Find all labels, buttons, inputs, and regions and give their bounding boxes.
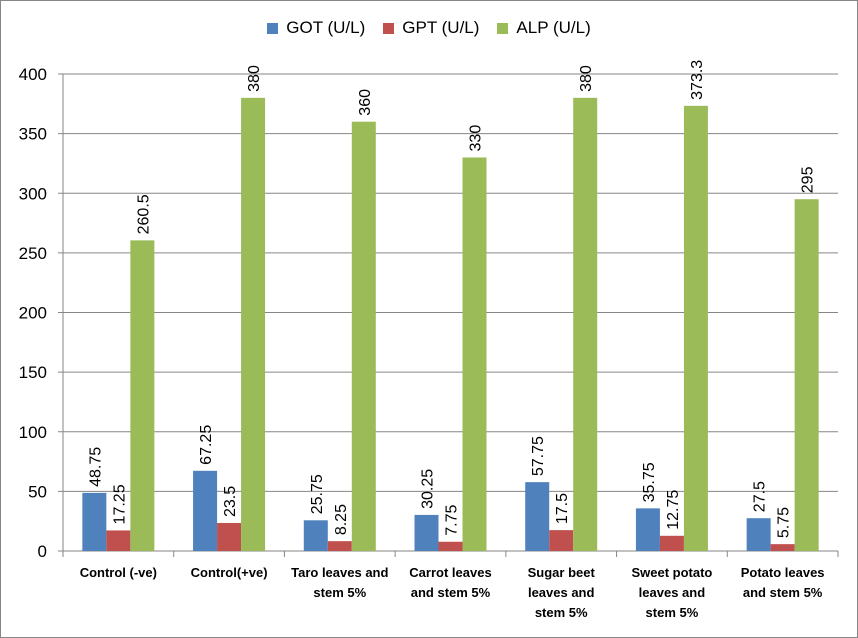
x-tick-label: Carrot leaves	[409, 565, 491, 580]
y-tick-label: 50	[28, 482, 47, 501]
legend-item-gpt: GPT (U/L)	[383, 18, 479, 38]
bar	[462, 157, 487, 551]
data-label: 5.75	[776, 507, 793, 538]
x-tick-label: Sweet potato	[631, 565, 712, 580]
bar	[106, 530, 131, 551]
y-tick-label: 350	[19, 125, 47, 144]
legend-swatch-got	[267, 22, 279, 34]
bar	[303, 520, 328, 551]
y-tick-label: 400	[19, 65, 47, 84]
x-tick-label: leaves and	[639, 585, 706, 600]
x-tick-label: and stem 5%	[743, 585, 823, 600]
data-label: 17.5	[554, 493, 571, 524]
data-label: 380	[578, 65, 595, 92]
bar	[241, 97, 266, 551]
legend-item-alp: ALP (U/L)	[497, 18, 591, 38]
x-tick-label: Control(+ve)	[191, 565, 268, 580]
data-label: 360	[357, 89, 374, 116]
bar	[525, 482, 550, 551]
data-label: 330	[468, 125, 485, 152]
x-tick-label: stem 5%	[646, 605, 699, 620]
data-label: 260.5	[135, 194, 152, 234]
y-tick-label: 150	[19, 363, 47, 382]
data-label: 8.25	[333, 504, 350, 535]
bar	[82, 492, 107, 551]
data-label: 373.3	[689, 60, 706, 100]
data-label: 23.5	[222, 486, 239, 517]
bar	[438, 541, 463, 551]
y-tick-label: 100	[19, 423, 47, 442]
x-tick-label: stem 5%	[535, 605, 588, 620]
data-label: 7.75	[444, 505, 461, 536]
bar	[351, 121, 376, 551]
bar	[327, 541, 352, 551]
x-tick-label: Sugar beet	[528, 565, 596, 580]
y-tick-label: 300	[19, 184, 47, 203]
data-label: 17.25	[111, 484, 128, 524]
bar	[414, 514, 439, 551]
bar	[549, 530, 574, 551]
data-label: 27.5	[752, 481, 769, 512]
y-tick-label: 0	[38, 542, 47, 561]
x-tick-label: leaves and	[528, 585, 595, 600]
bar	[794, 199, 819, 551]
legend-swatch-gpt	[383, 22, 395, 34]
bar	[635, 508, 660, 551]
bar	[130, 240, 155, 551]
chart-legend: GOT (U/L) GPT (U/L) ALP (U/L)	[0, 18, 858, 38]
y-tick-label: 200	[19, 304, 47, 323]
data-label: 25.75	[309, 474, 326, 514]
data-label: 295	[800, 166, 817, 193]
bar	[217, 522, 242, 551]
legend-label-alp: ALP (U/L)	[516, 18, 591, 37]
bar	[770, 544, 795, 551]
bar	[659, 535, 684, 551]
legend-swatch-alp	[497, 22, 509, 34]
data-label: 35.75	[641, 462, 658, 502]
data-label: 30.25	[420, 469, 437, 509]
data-label: 12.75	[665, 490, 682, 530]
data-label: 67.25	[198, 425, 215, 465]
x-tick-label: stem 5%	[313, 585, 366, 600]
legend-item-got: GOT (U/L)	[267, 18, 365, 38]
x-tick-label: Taro leaves and	[291, 565, 388, 580]
legend-label-gpt: GPT (U/L)	[402, 18, 480, 37]
data-label: 57.75	[530, 436, 547, 476]
legend-label-got: GOT (U/L)	[286, 18, 366, 37]
y-tick-label: 250	[19, 244, 47, 263]
bar	[746, 518, 771, 551]
x-tick-label: Control (-ve)	[80, 565, 157, 580]
bar	[683, 105, 708, 551]
x-tick-label: Potato leaves	[741, 565, 825, 580]
data-label: 48.75	[87, 447, 104, 487]
data-label: 380	[246, 65, 263, 92]
x-tick-label: and stem 5%	[411, 585, 491, 600]
bar	[193, 470, 218, 551]
bar	[573, 97, 598, 551]
